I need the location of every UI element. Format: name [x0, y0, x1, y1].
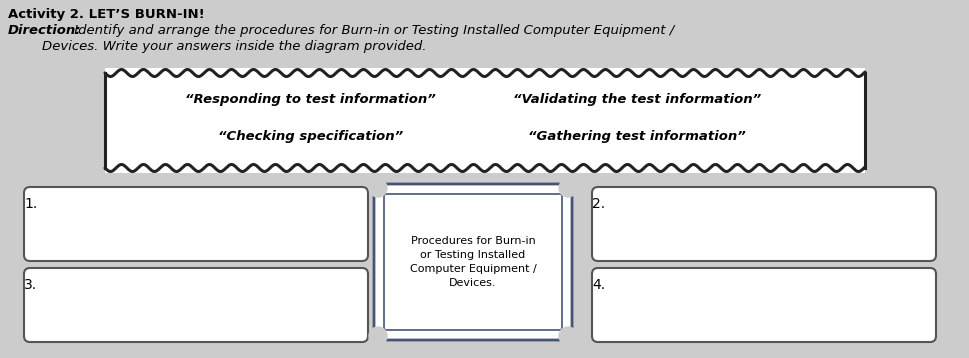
Text: Procedures for Burn-in
or Testing Installed
Computer Equipment /
Devices.: Procedures for Burn-in or Testing Instal… — [410, 236, 537, 288]
FancyBboxPatch shape — [592, 187, 936, 261]
Text: 2.: 2. — [592, 197, 605, 211]
Circle shape — [369, 179, 387, 197]
Text: 3.: 3. — [24, 278, 37, 292]
Text: Activity 2. LET’S BURN-IN!: Activity 2. LET’S BURN-IN! — [8, 8, 204, 21]
Circle shape — [559, 179, 577, 197]
FancyBboxPatch shape — [24, 187, 368, 261]
Text: Identify and arrange the procedures for Burn-in or Testing Installed Computer Eq: Identify and arrange the procedures for … — [70, 24, 674, 37]
Text: “Checking specification”: “Checking specification” — [218, 130, 403, 143]
Text: Direction:: Direction: — [8, 24, 81, 37]
FancyBboxPatch shape — [374, 184, 572, 340]
FancyBboxPatch shape — [105, 68, 865, 173]
Text: 4.: 4. — [592, 278, 605, 292]
Text: Devices. Write your answers inside the diagram provided.: Devices. Write your answers inside the d… — [8, 40, 426, 53]
Circle shape — [559, 327, 577, 345]
FancyBboxPatch shape — [592, 268, 936, 342]
FancyBboxPatch shape — [24, 268, 368, 342]
Text: “Gathering test information”: “Gathering test information” — [528, 130, 746, 143]
Text: “Responding to test information”: “Responding to test information” — [185, 93, 436, 106]
Circle shape — [369, 327, 387, 345]
Text: “Validating the test information”: “Validating the test information” — [513, 93, 761, 106]
Text: 1.: 1. — [24, 197, 37, 211]
